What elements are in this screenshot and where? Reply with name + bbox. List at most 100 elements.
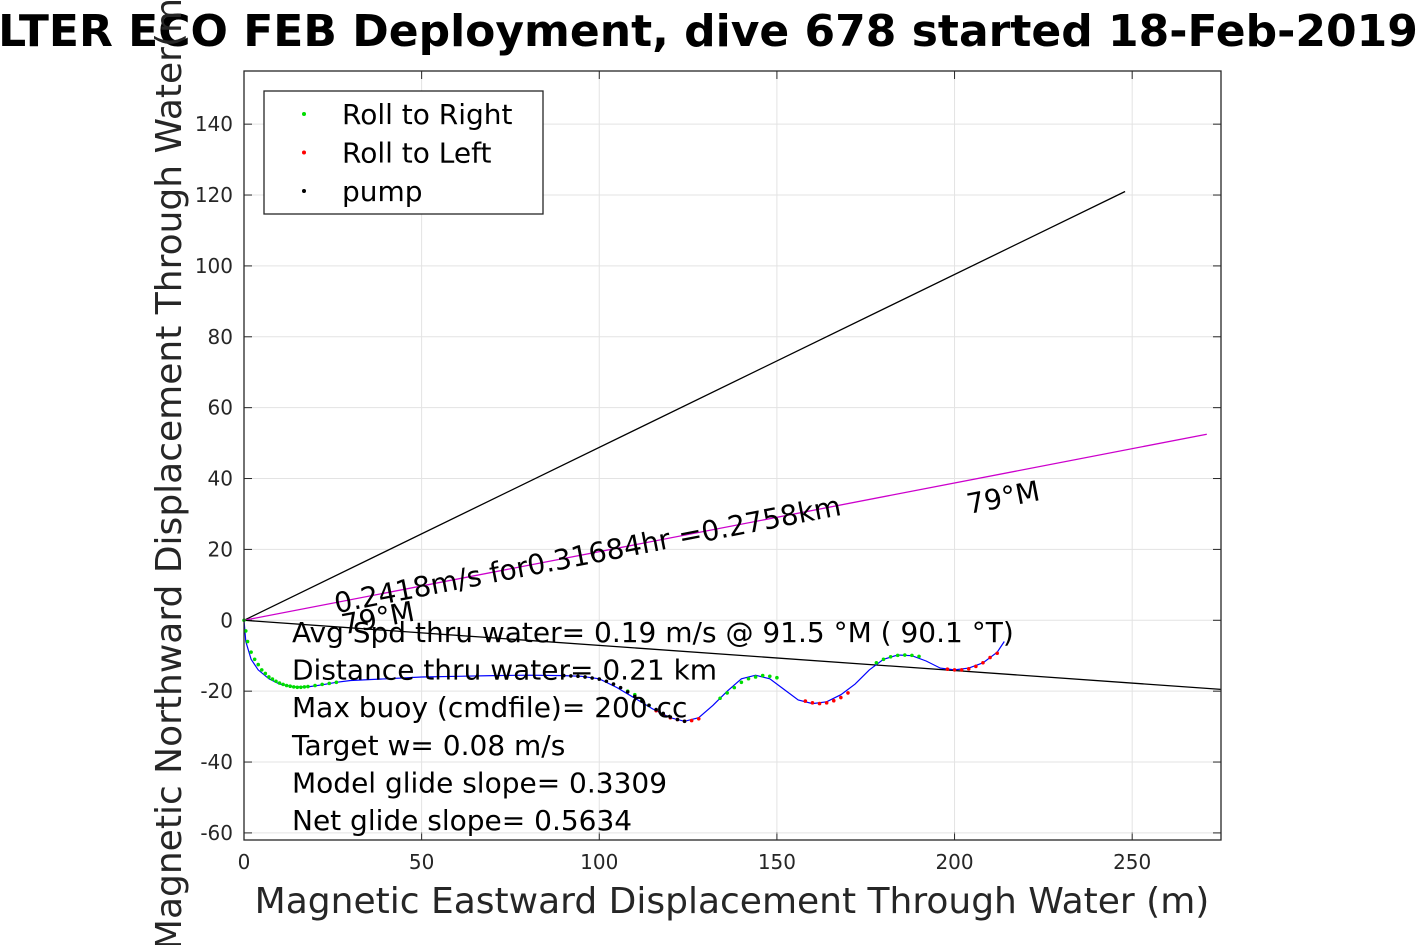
y-tick-label: 60	[208, 396, 233, 420]
point-roll-to-left	[689, 718, 694, 723]
point-roll-to-right	[267, 675, 271, 679]
point-pump	[668, 715, 673, 719]
point-roll-to-left	[696, 717, 701, 721]
x-tick-label: 50	[409, 850, 434, 874]
point-pump	[654, 707, 658, 712]
point-roll-to-right	[299, 685, 303, 690]
point-pump	[576, 674, 580, 679]
point-roll-to-right	[313, 683, 317, 688]
point-roll-to-right	[895, 653, 900, 658]
point-roll-to-right	[288, 684, 292, 688]
point-roll-to-right	[295, 685, 300, 690]
point-roll-to-left	[995, 651, 999, 656]
legend-marker	[302, 189, 306, 193]
point-roll-to-right	[249, 650, 253, 654]
point-roll-to-right	[245, 639, 250, 644]
plot-area: 0 50 100 150 200 250 -60 -40 -20 0 20 40 60 80 100 120 1…	[195, 70, 1222, 874]
point-roll-to-right	[881, 657, 886, 662]
point-roll-to-right	[718, 696, 722, 701]
point-pump	[618, 685, 623, 690]
point-roll-to-left	[839, 695, 843, 700]
point-roll-to-right	[334, 680, 339, 685]
y-tick-label: 20	[208, 537, 233, 561]
point-roll-to-right	[252, 657, 257, 662]
stats-line: Net glide slope= 0.5634	[292, 804, 632, 837]
point-roll-to-right	[746, 676, 751, 681]
point-roll-to-right	[903, 653, 907, 657]
point-pump	[569, 674, 573, 678]
point-roll-to-right	[768, 674, 772, 679]
point-roll-to-right	[888, 654, 893, 659]
point-roll-to-left	[824, 701, 829, 705]
stats-line: Max buoy (cmdfile)= 200 cc	[292, 691, 687, 724]
point-roll-to-right	[775, 675, 779, 680]
point-roll-to-right	[243, 629, 248, 633]
y-axis-label: Magnetic Northward Displacement Through …	[149, 0, 190, 945]
point-roll-to-right	[732, 685, 737, 690]
point-pump	[597, 677, 602, 681]
chart-title: LTER ECO FEB Deployment, dive 678 starte…	[0, 6, 1417, 57]
point-roll-to-right	[274, 679, 278, 684]
point-roll-to-left	[959, 668, 964, 672]
point-roll-to-right	[284, 683, 289, 688]
y-tick-label: 40	[208, 467, 233, 491]
x-tick-label: 0	[238, 850, 251, 874]
point-roll-to-left	[803, 699, 808, 703]
point-pump	[633, 694, 637, 699]
point-roll-to-left	[846, 691, 850, 695]
x-axis-label: Magnetic Eastward Displacement Through W…	[255, 881, 1210, 922]
point-pump	[682, 719, 687, 724]
point-pump	[561, 673, 566, 678]
y-tick-label: -60	[200, 821, 233, 845]
x-tick-label: 150	[758, 850, 796, 874]
point-pump	[640, 699, 644, 703]
point-pump	[583, 675, 587, 679]
point-roll-to-right	[277, 681, 282, 685]
point-roll-to-left	[952, 668, 957, 672]
point-roll-to-left	[817, 701, 822, 706]
legend-box	[263, 90, 544, 215]
x-tick-label: 250	[1113, 850, 1151, 874]
point-roll-to-right	[320, 682, 324, 687]
point-roll-to-right	[917, 654, 921, 659]
axes-box	[243, 70, 1222, 841]
reference-line	[244, 619, 1221, 691]
point-roll-to-right	[739, 680, 744, 685]
point-roll-to-right	[302, 685, 307, 689]
y-tick-label: 140	[195, 112, 233, 136]
stats-line: Avg Spd thru water= 0.19 m/s @ 91.5 °M (…	[292, 616, 1014, 649]
point-roll-to-right	[263, 671, 268, 676]
point-roll-to-right	[327, 681, 332, 686]
point-pump	[604, 679, 609, 684]
point-pump	[625, 690, 630, 694]
point-roll-to-right	[874, 661, 879, 665]
point-roll-to-left	[988, 655, 992, 660]
point-roll-to-right	[259, 668, 264, 672]
stats-line: Target w= 0.08 m/s	[291, 729, 565, 762]
y-tick-label: 80	[208, 325, 233, 349]
point-pump	[661, 711, 666, 716]
point-pump	[675, 717, 680, 722]
point-roll-to-right	[760, 673, 765, 678]
point-roll-to-right	[725, 691, 729, 695]
legend-marker	[302, 150, 306, 155]
point-roll-to-right	[281, 682, 285, 687]
y-tick-label: 100	[195, 254, 233, 278]
point-roll-to-right	[291, 685, 296, 689]
point-roll-to-left	[974, 664, 978, 669]
y-tick-label: 0	[220, 608, 233, 632]
stats-line: Model glide slope= 0.3309	[292, 766, 667, 799]
stats-line: Distance thru water= 0.21 km	[292, 654, 717, 687]
x-tick-label: 200	[935, 850, 973, 874]
point-roll-to-left	[945, 667, 950, 671]
y-tick-label: -20	[200, 679, 233, 703]
legend-marker	[302, 112, 306, 116]
point-pump	[611, 682, 616, 686]
point-roll-to-right	[306, 684, 310, 689]
reference-line	[244, 190, 1126, 621]
point-roll-to-right	[910, 653, 914, 658]
point-roll-to-left	[981, 661, 985, 665]
y-tick-label: -40	[200, 750, 233, 774]
reference-line	[244, 433, 1207, 621]
